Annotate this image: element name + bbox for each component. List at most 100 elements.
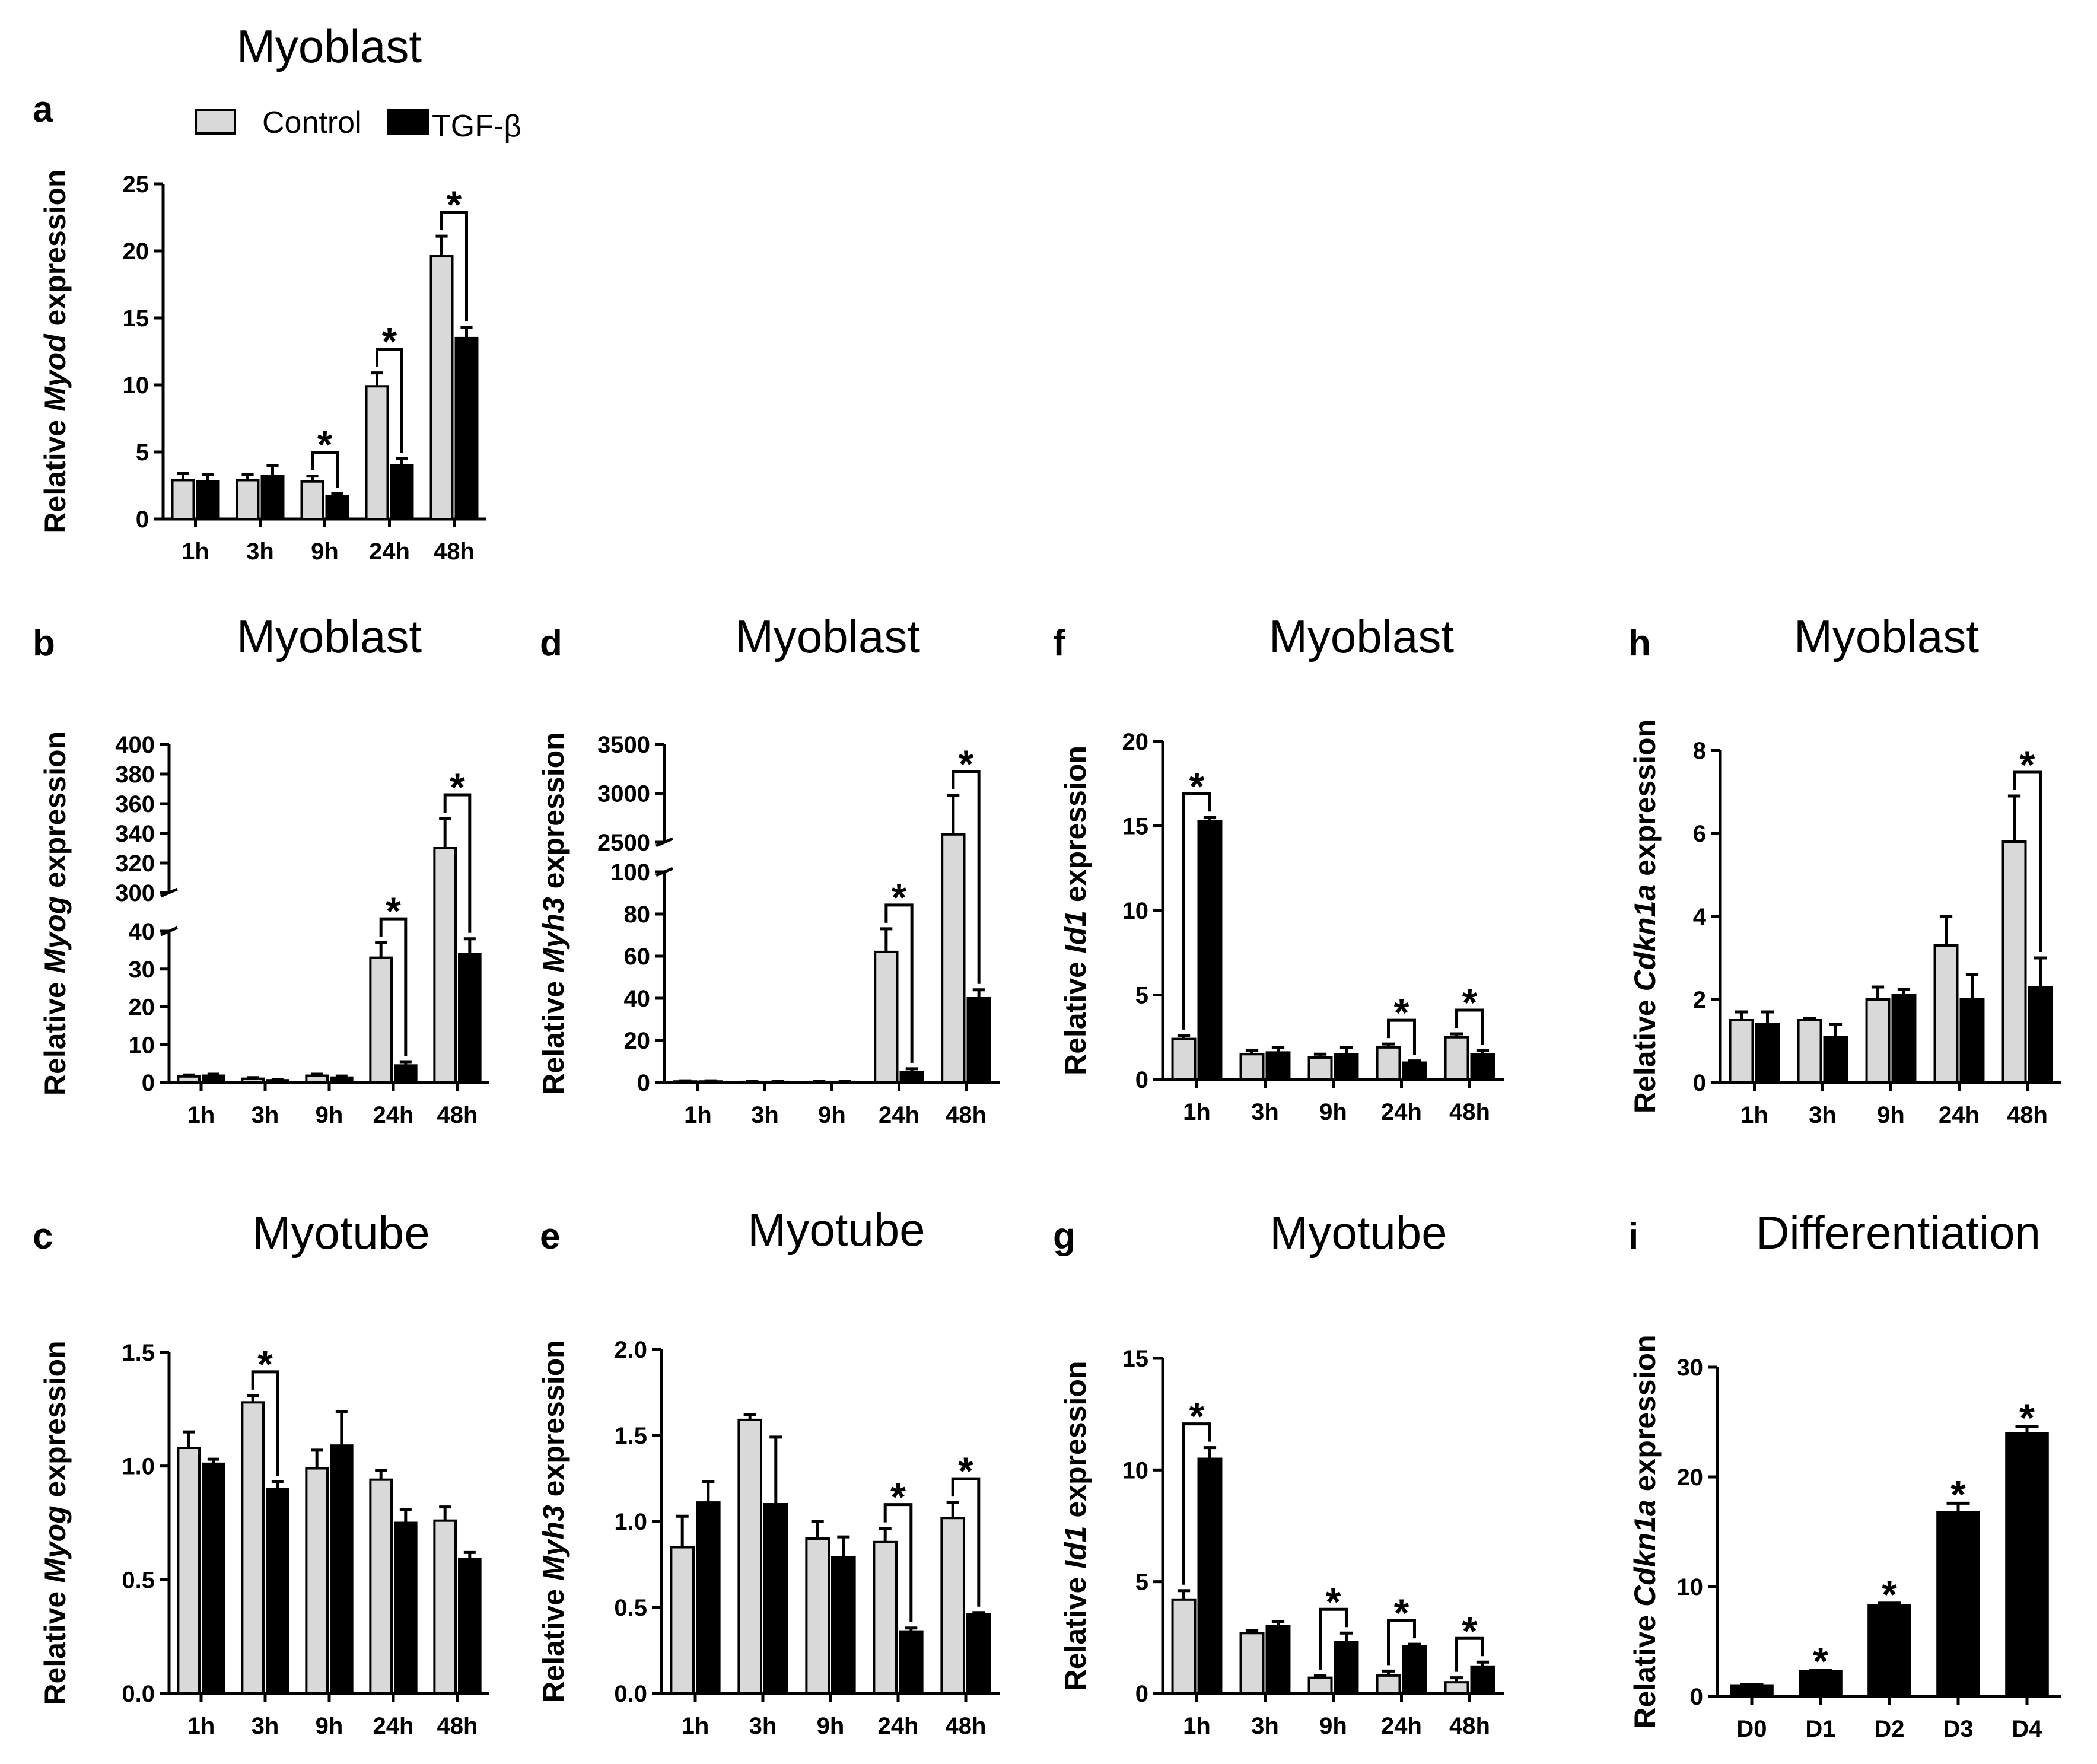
y-axis-label-prefix: Relative (1059, 1569, 1092, 1691)
y-axis-label: Relative Myh3 expression (537, 1340, 570, 1702)
bar-tgf-beta (266, 1079, 289, 1084)
panel-h: h Myoblast Relative Cdkn1a expression 0 2 4 6 8… (1628, 610, 2061, 1128)
bar-control (805, 1537, 830, 1695)
bar-tgf-beta (831, 1556, 856, 1695)
bar-tgf-beta (196, 480, 220, 520)
panel-d: d Myoblast Relative Myh3 expression 0 20 40 60… (537, 610, 1000, 1128)
bar-tgf-beta (1197, 1457, 1223, 1695)
bar-control (1797, 1019, 1822, 1084)
x-tick-label: 3h (246, 539, 274, 565)
y-axis-label-prefix: Relative (39, 412, 72, 534)
bar-control (670, 1546, 695, 1695)
bar-control (1307, 1676, 1333, 1695)
significance-bracket (443, 793, 472, 933)
y-tick-label: 60 (624, 944, 651, 970)
bar-control (1171, 1598, 1197, 1695)
y-tick-label: 15 (123, 305, 149, 332)
y-axis-label: Relative Cdkn1a expression (1628, 719, 1662, 1113)
x-tick-label: 24h (1381, 1713, 1422, 1739)
y-tick-label: 380 (115, 762, 155, 788)
panel-c: c Myotube Relative Myog expression 0.0 0.5 1.… (33, 1206, 489, 1739)
y-tick-label: 1.5 (614, 1423, 647, 1449)
bar-tgf-beta (2005, 1432, 2049, 1698)
bar-tgf-beta (394, 1521, 418, 1695)
x-tick-label: 1h (1183, 1099, 1211, 1125)
bar-tgf-beta (1402, 1645, 1427, 1695)
y-tick-label: 0 (1135, 1067, 1148, 1093)
x-tick-label: 9h (316, 1102, 343, 1128)
y-axis-label: Relative Myh3 expression (537, 732, 570, 1094)
significance-bracket (379, 917, 408, 1056)
x-tick-label: 24h (1381, 1099, 1422, 1125)
x-tick-label: 1h (182, 539, 209, 565)
y-tick-label: 3000 (597, 781, 650, 807)
axes: 0 5 10 15 20 1h 3h 9h 24h 48h (1122, 729, 1504, 1125)
panel-f: f Myoblast Relative Id1 expression 0 5 10 15 20… (1053, 610, 1504, 1125)
significance-star: * (2019, 1396, 2035, 1440)
x-tick-label: 1h (1740, 1102, 1768, 1128)
x-tick-label: 3h (1251, 1099, 1279, 1125)
x-tick-label: 48h (437, 1713, 478, 1739)
significance-bracket (1319, 1607, 1348, 1670)
y-axis-label-suffix: expression (1059, 1361, 1092, 1526)
bar-tgf-beta (1265, 1051, 1291, 1081)
significance-star: * (257, 1342, 273, 1386)
panel-i: i Differentiation Relative Cdkn1a expressi… (1628, 1206, 2061, 1742)
y-axis-label-prefix: Relative (537, 973, 570, 1095)
bar-control (737, 1418, 763, 1695)
y-tick-label: 0.5 (614, 1595, 647, 1621)
legend: Control TGF-β (195, 106, 521, 144)
y-tick-label: 1.0 (122, 1454, 155, 1480)
bar-tgf-beta (390, 464, 414, 520)
y-tick-label: 40 (129, 919, 155, 945)
significance-bracket (440, 211, 468, 321)
y-tick-label: 10 (123, 372, 149, 399)
panel-letter: b (33, 623, 55, 664)
x-tick-label: 1h (187, 1102, 215, 1128)
bar-control (433, 1519, 457, 1695)
x-tick-label: 1h (682, 1713, 709, 1739)
bar-control (241, 1401, 265, 1695)
bar-control (1729, 1019, 1754, 1084)
significance-star: * (1950, 1472, 1966, 1516)
y-tick-label: 0.5 (122, 1567, 155, 1593)
x-tick-label: 3h (252, 1102, 279, 1128)
panel-g: g Myotube Relative Id1 expression 0 5 10 15 1h 3… (1053, 1206, 1504, 1739)
x-tick-label: 24h (1939, 1102, 1980, 1128)
legend-swatch-tgf-beta (387, 109, 429, 135)
bar-tgf-beta (1197, 819, 1223, 1081)
y-axis-label-suffix: expression (537, 1340, 570, 1505)
axes: 0 10 20 30 40 300 320 340 360 380 400 1h 3h 9h 24h 48h (115, 732, 489, 1128)
y-tick-label: 6 (1693, 821, 1706, 847)
bar-tgf-beta (325, 495, 349, 521)
significance-star: * (1189, 764, 1205, 808)
panel-title: Myotube (1269, 1206, 1447, 1259)
significance-bracket (311, 451, 339, 488)
x-tick-label: 48h (1449, 1713, 1490, 1739)
panel-letter: e (540, 1216, 560, 1257)
x-tick-label: D2 (1874, 1716, 1904, 1742)
y-tick-label: 10 (1122, 1457, 1149, 1483)
x-tick-label: 48h (1449, 1099, 1490, 1125)
legend-label-tgf-beta: TGF-β (432, 109, 521, 144)
bar-control (1444, 1681, 1469, 1695)
panel-title: Myotube (252, 1206, 429, 1259)
x-tick-label: 3h (252, 1713, 279, 1739)
y-axis-label-suffix: expression (39, 731, 72, 896)
x-tick-label: 9h (311, 539, 339, 565)
bar-tgf-beta (1334, 1641, 1359, 1695)
panel-a: a Myoblast Relative Myod expression 0 5 10 15 2… (33, 20, 486, 565)
bar-tgf-beta (1265, 1625, 1291, 1695)
x-tick-label: 48h (946, 1713, 987, 1739)
y-axis-label-gene: Myh3 (537, 1505, 570, 1581)
y-axis-label-prefix: Relative (39, 1583, 72, 1705)
x-tick-label: 48h (946, 1102, 987, 1128)
y-tick-label: 0.0 (614, 1681, 647, 1707)
significance-star: * (2020, 743, 2035, 787)
x-tick-label: 24h (373, 1102, 414, 1128)
bar-tgf-beta (1823, 1036, 1848, 1084)
y-tick-label: 5 (1135, 983, 1148, 1009)
bar-tgf-beta (1730, 1684, 1774, 1698)
y-axis-label: Relative Myod expression (39, 169, 72, 533)
y-axis-label-suffix: expression (537, 732, 570, 897)
